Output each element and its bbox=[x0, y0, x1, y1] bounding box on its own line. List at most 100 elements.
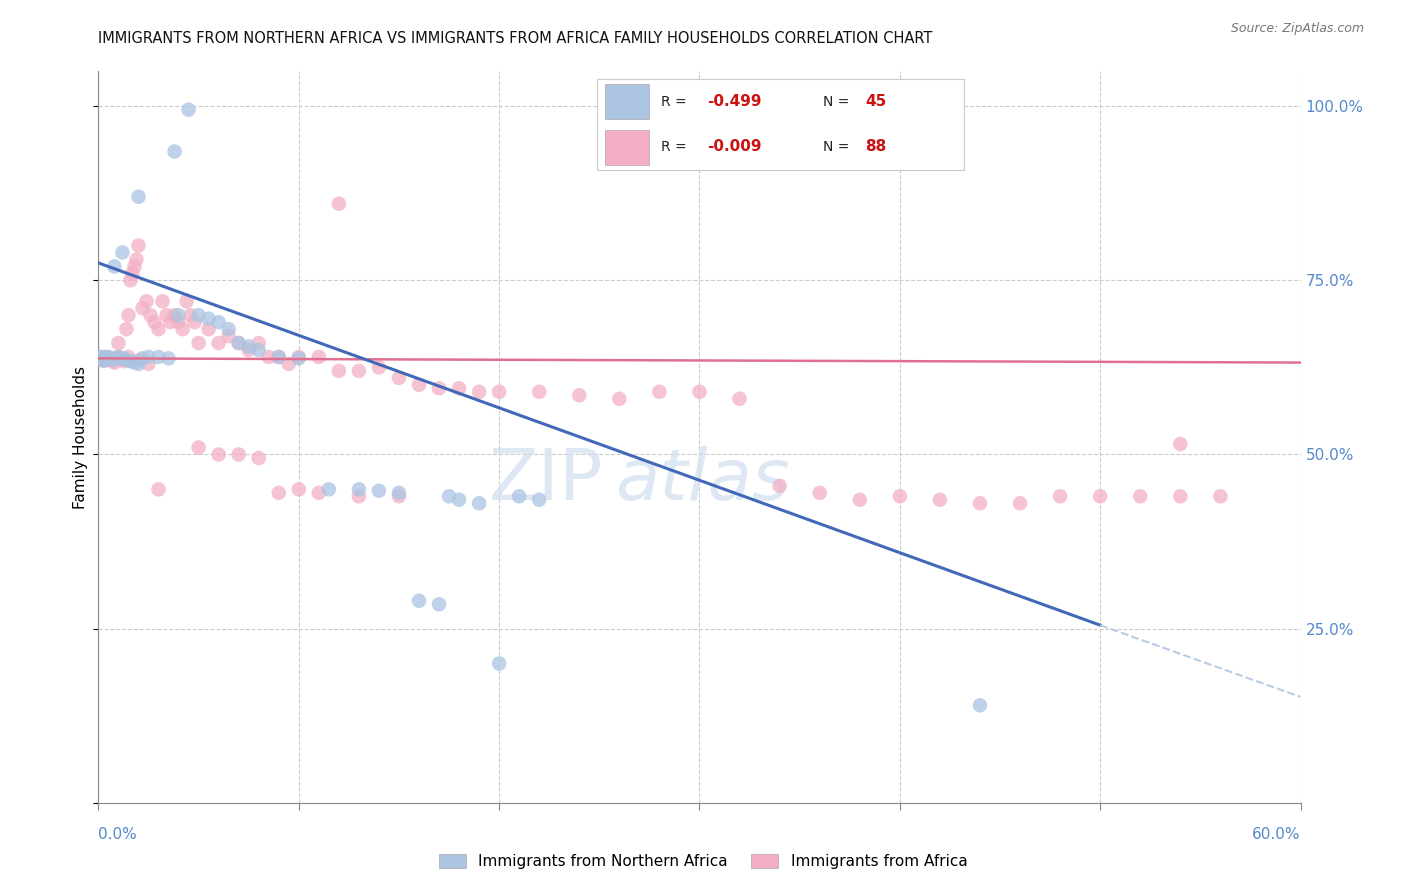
Point bbox=[318, 483, 340, 497]
Text: IMMIGRANTS FROM NORTHERN AFRICA VS IMMIGRANTS FROM AFRICA FAMILY HOUSEHOLDS CORR: IMMIGRANTS FROM NORTHERN AFRICA VS IMMIG… bbox=[98, 31, 932, 46]
Point bbox=[103, 352, 125, 367]
Y-axis label: Family Households: Family Households bbox=[73, 366, 89, 508]
Point bbox=[117, 308, 139, 322]
Point bbox=[648, 384, 671, 399]
Point bbox=[247, 450, 270, 465]
Point bbox=[117, 350, 139, 364]
Point bbox=[437, 489, 460, 503]
Text: ZIP: ZIP bbox=[489, 447, 603, 516]
Point bbox=[508, 489, 530, 503]
Point bbox=[247, 343, 270, 357]
Point bbox=[969, 496, 991, 510]
Point bbox=[187, 441, 209, 455]
Point bbox=[1170, 437, 1192, 451]
Point bbox=[91, 350, 114, 364]
Point bbox=[172, 322, 194, 336]
Point bbox=[131, 351, 153, 366]
Point bbox=[208, 315, 231, 329]
Text: Source: ZipAtlas.com: Source: ZipAtlas.com bbox=[1230, 22, 1364, 36]
Point bbox=[1088, 489, 1111, 503]
Point bbox=[728, 392, 751, 406]
Point bbox=[177, 103, 200, 117]
Point bbox=[408, 377, 430, 392]
Point bbox=[328, 364, 350, 378]
Point bbox=[238, 343, 260, 357]
Point bbox=[689, 384, 711, 399]
Point bbox=[131, 301, 153, 316]
Point bbox=[769, 479, 792, 493]
Point bbox=[347, 483, 370, 497]
Point bbox=[125, 252, 148, 267]
Point bbox=[120, 354, 142, 368]
Point bbox=[1010, 496, 1032, 510]
Point bbox=[468, 384, 491, 399]
Point bbox=[228, 336, 250, 351]
Point bbox=[427, 381, 450, 395]
Point bbox=[929, 492, 952, 507]
Point bbox=[1170, 489, 1192, 503]
Point bbox=[218, 322, 240, 336]
Point bbox=[176, 294, 198, 309]
Point bbox=[347, 489, 370, 503]
Point bbox=[267, 350, 290, 364]
Text: 60.0%: 60.0% bbox=[1253, 827, 1301, 841]
Point bbox=[208, 448, 231, 462]
Point bbox=[128, 357, 150, 371]
Point bbox=[308, 485, 330, 500]
Point bbox=[139, 308, 162, 322]
Point bbox=[1049, 489, 1071, 503]
Point bbox=[155, 308, 177, 322]
Point bbox=[288, 483, 311, 497]
Point bbox=[93, 353, 115, 368]
Point bbox=[228, 448, 250, 462]
Point bbox=[388, 489, 411, 503]
Point bbox=[308, 350, 330, 364]
Point bbox=[609, 392, 631, 406]
Point bbox=[257, 350, 280, 364]
Point bbox=[267, 350, 290, 364]
Point bbox=[93, 351, 115, 366]
Point bbox=[1209, 489, 1232, 503]
Point bbox=[228, 336, 250, 351]
Point bbox=[124, 355, 146, 369]
Point bbox=[197, 322, 219, 336]
Point bbox=[111, 351, 134, 366]
Point bbox=[89, 350, 111, 364]
Point bbox=[388, 371, 411, 385]
Point bbox=[969, 698, 991, 713]
Point bbox=[143, 315, 166, 329]
Point bbox=[91, 353, 114, 368]
Point bbox=[135, 294, 157, 309]
Point bbox=[163, 308, 186, 322]
Point bbox=[368, 360, 391, 375]
Point bbox=[128, 190, 150, 204]
Point bbox=[110, 351, 132, 366]
Point bbox=[124, 260, 146, 274]
Point bbox=[247, 336, 270, 351]
Point bbox=[115, 322, 138, 336]
Point bbox=[180, 308, 202, 322]
Point bbox=[1129, 489, 1152, 503]
Point bbox=[128, 238, 150, 252]
Point bbox=[427, 597, 450, 611]
Point bbox=[568, 388, 591, 402]
Point bbox=[328, 196, 350, 211]
Point bbox=[388, 485, 411, 500]
Point bbox=[148, 322, 170, 336]
Point bbox=[121, 266, 143, 280]
Text: atlas: atlas bbox=[616, 447, 790, 516]
Point bbox=[107, 350, 129, 364]
Point bbox=[447, 381, 470, 395]
Point bbox=[197, 311, 219, 326]
Point bbox=[488, 384, 510, 399]
Point bbox=[187, 336, 209, 351]
Point bbox=[889, 489, 911, 503]
Point bbox=[103, 260, 125, 274]
Point bbox=[167, 308, 190, 322]
Point bbox=[808, 485, 831, 500]
Point bbox=[529, 492, 551, 507]
Point bbox=[267, 485, 290, 500]
Point bbox=[167, 315, 190, 329]
Point bbox=[111, 245, 134, 260]
Point bbox=[447, 492, 470, 507]
